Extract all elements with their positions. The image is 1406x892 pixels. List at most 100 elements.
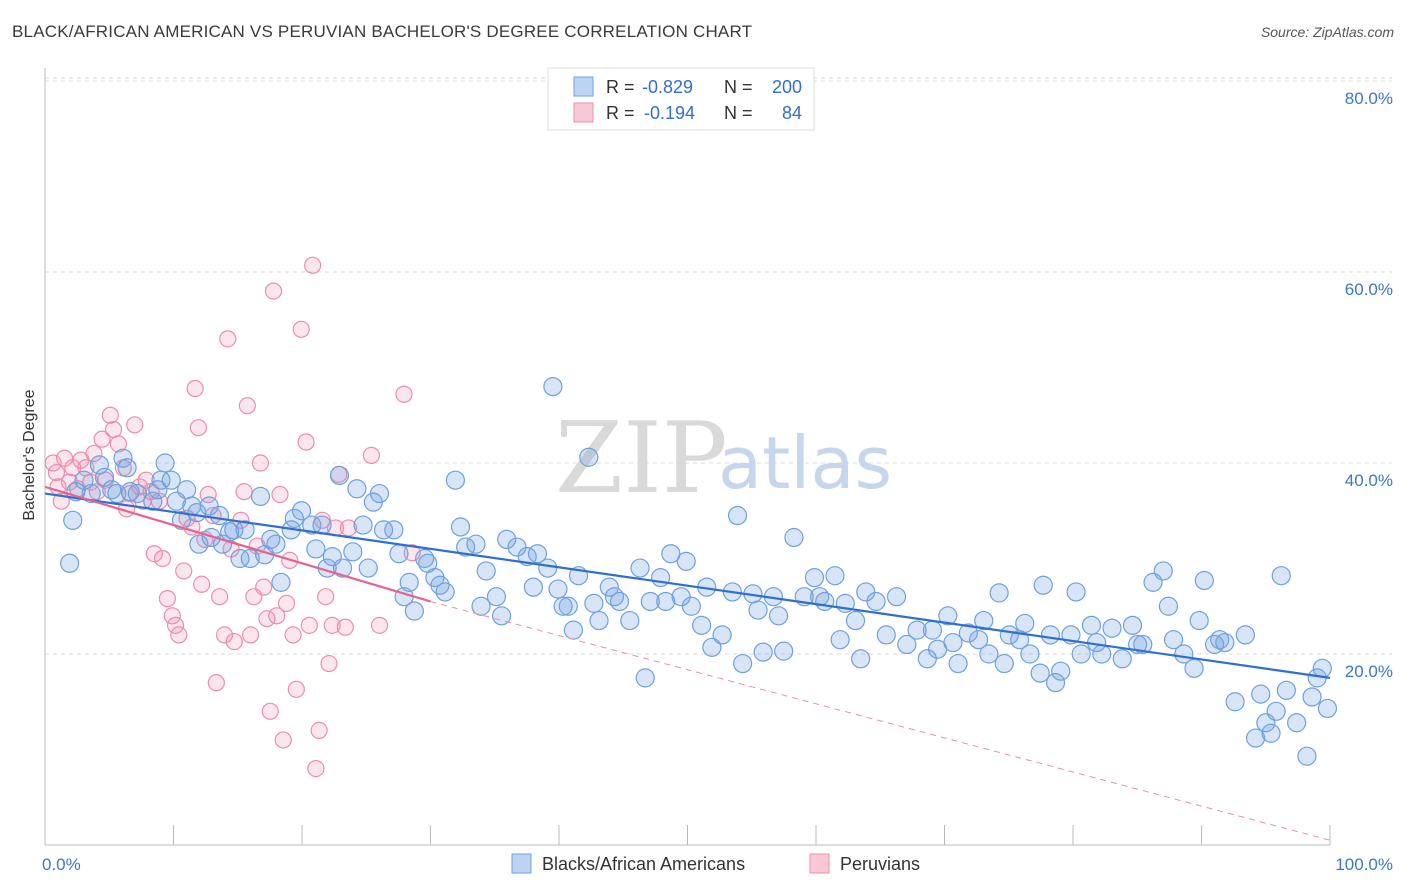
y-tick-labels: 20.0% 40.0% 60.0% 80.0% <box>1345 89 1393 681</box>
blacks-point <box>1163 630 1184 650</box>
peruvians-point <box>104 420 123 439</box>
blacks-point <box>507 537 527 557</box>
blacks-point <box>399 572 419 592</box>
blacks-point <box>768 606 789 626</box>
peruvians-point <box>145 545 163 563</box>
x-tick-label-min: 0.0% <box>42 855 81 874</box>
legend-n-label-1: N = <box>724 77 753 97</box>
blacks-point <box>89 455 110 475</box>
blacks-point <box>155 453 175 473</box>
source-label: Source: ZipAtlas.com <box>1260 24 1394 40</box>
peruvians-point <box>307 759 325 778</box>
peruvians-point <box>101 406 119 424</box>
y-tick-label: 20.0% <box>1345 662 1393 681</box>
bottom-legend-peruvians: Peruvians <box>840 854 920 874</box>
y-tick-label: 80.0% <box>1345 89 1393 108</box>
blacks-point <box>435 582 455 602</box>
blacks-point <box>1287 713 1307 733</box>
blacks-point <box>866 591 886 612</box>
legend: R = -0.829 N = 200 R = -0.194 N = 84 <box>547 67 815 131</box>
blacks-point <box>830 630 850 650</box>
peruvians-point <box>271 485 289 504</box>
blacks-point <box>1051 661 1071 681</box>
peruvians-point <box>207 674 225 692</box>
peruvians-point <box>153 549 172 568</box>
peruvians-point <box>255 578 273 596</box>
blacks-point <box>543 377 563 397</box>
blacks-point <box>979 644 999 664</box>
blacks-point <box>1030 663 1050 683</box>
series-blacks <box>60 377 1338 766</box>
peruvians-point <box>395 385 413 403</box>
blacks-point <box>851 649 871 669</box>
blacks-point <box>553 596 573 616</box>
blacks-point <box>240 548 260 569</box>
peruvians-point <box>189 419 208 437</box>
blacks-point <box>1092 644 1112 664</box>
peruvians-point <box>370 616 389 634</box>
series-peruvians <box>44 256 421 778</box>
blacks-point <box>702 637 722 657</box>
blacks-point <box>127 483 147 504</box>
blacks-point <box>94 467 115 487</box>
blacks-point <box>476 561 496 581</box>
blacks-point <box>63 510 83 530</box>
blacks-point <box>284 508 304 528</box>
peruvians-point <box>287 680 305 698</box>
peruvians-point <box>175 562 193 580</box>
blacks-point <box>306 539 326 559</box>
peruvians-point <box>225 632 243 651</box>
blacks-point <box>876 625 896 645</box>
peruvians-point <box>268 607 286 625</box>
blacks-point <box>343 542 363 562</box>
blacks-point <box>1040 625 1061 645</box>
blacks-point <box>943 632 963 653</box>
peruvians-point <box>85 444 103 463</box>
blacks-point <box>917 649 937 669</box>
peruvians-point <box>238 397 256 415</box>
blacks-point <box>1246 728 1266 748</box>
blacks-point <box>989 583 1009 603</box>
peruvians-point <box>297 433 315 451</box>
peruvians-point <box>304 256 322 274</box>
blacks-point <box>804 567 825 588</box>
legend-r-value-2: -0.194 <box>644 103 695 123</box>
blacks-point <box>948 653 968 674</box>
peruvians-point <box>320 654 338 673</box>
blacks-point <box>558 596 578 616</box>
blacks-point <box>1015 613 1035 634</box>
blacks-point <box>497 529 517 550</box>
blacks-point <box>1194 570 1214 591</box>
legend-r-value-1: -0.829 <box>642 77 693 97</box>
blacks-point <box>727 505 748 526</box>
peruvians-point <box>170 626 188 644</box>
blacks-point <box>347 479 367 499</box>
peruvians-point <box>235 483 253 501</box>
blacks-point <box>712 625 732 645</box>
blacks-point <box>189 534 209 554</box>
blacks-point <box>161 470 181 490</box>
blacks-point <box>1297 746 1317 766</box>
legend-r-label-2: R = <box>606 103 635 123</box>
watermark-zip: ZIP <box>555 402 728 516</box>
blacks-point <box>353 515 373 535</box>
blacks-point <box>774 641 794 661</box>
blacks-point <box>599 577 619 597</box>
blacks-point <box>209 505 230 526</box>
blacks-point <box>235 520 255 540</box>
blacks-point <box>584 593 604 613</box>
peruvians-point <box>242 626 260 644</box>
blacks-point <box>404 601 424 621</box>
blacks-point <box>1133 634 1153 655</box>
blacks-point <box>563 620 583 640</box>
blacks-point <box>815 591 835 612</box>
peruvians-point <box>126 416 144 434</box>
blacks-point <box>1045 673 1066 693</box>
legend-swatch-pink <box>573 102 594 123</box>
blacks-point <box>1266 701 1286 721</box>
blacks-point <box>199 496 219 516</box>
blacks-point <box>384 520 404 540</box>
bottom-legend: Blacks/African Americans Peruvians <box>511 853 920 874</box>
peruvians-point <box>284 626 302 644</box>
bottom-legend-swatch-pink <box>809 853 830 874</box>
